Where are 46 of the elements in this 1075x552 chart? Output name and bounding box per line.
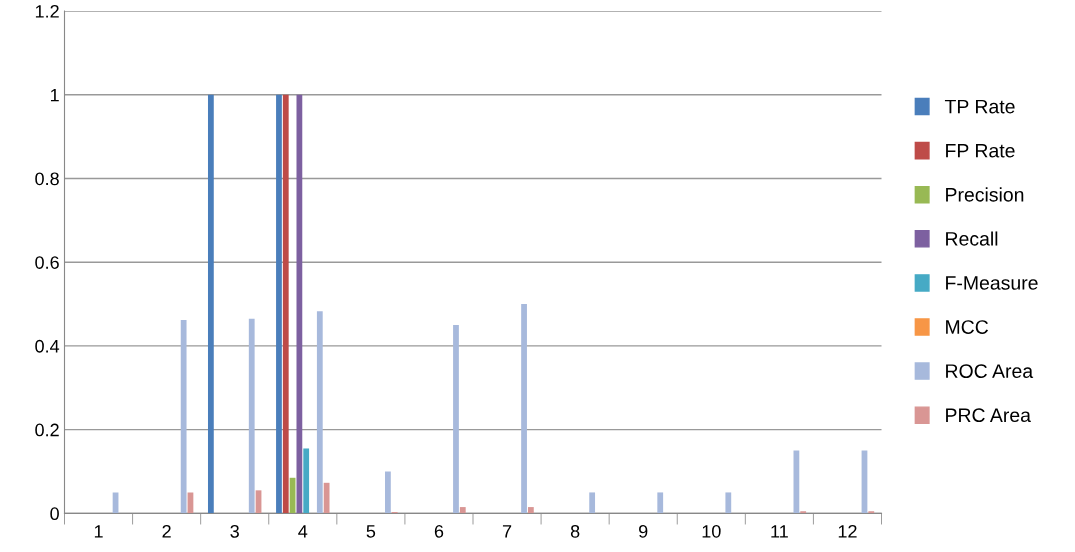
x-tick-label: 5: [366, 525, 376, 538]
bar: [868, 511, 875, 514]
bar: [296, 94, 303, 514]
x-tick-label: 1: [94, 525, 103, 538]
bar: [800, 511, 807, 514]
x-tick-label: 11: [771, 525, 788, 538]
y-tick-label: 0.6: [35, 256, 59, 269]
x-tick-label: 12: [838, 524, 857, 538]
x-tick-label: 6: [434, 524, 444, 538]
x-tick-label: 9: [639, 524, 648, 538]
bar: [657, 492, 664, 514]
bar: [180, 319, 187, 514]
x-tick-label: 2: [162, 524, 171, 538]
legend-label: Precision: [946, 187, 1024, 202]
bar: [276, 94, 282, 514]
bar: [521, 304, 527, 514]
bar: [385, 471, 391, 514]
y-tick-label: 1.2: [35, 4, 59, 18]
legend-label: PRC Area: [946, 408, 1031, 423]
x-tick-label: 8: [570, 524, 580, 538]
bar: [282, 94, 289, 514]
bar: [316, 311, 323, 514]
bar: [453, 324, 459, 514]
x-tick-label: 10: [702, 524, 721, 538]
bar: [725, 492, 732, 514]
y-tick-label: 0.4: [35, 339, 60, 353]
x-tick-label: 7: [502, 525, 512, 538]
bar: [589, 492, 596, 514]
x-tick-label: 3: [230, 524, 239, 538]
bar: [459, 507, 466, 514]
y-tick-label: 0: [50, 507, 59, 521]
legend-label: TP Rate: [944, 99, 1015, 114]
x-tick-label: 4: [298, 525, 308, 538]
legend-label: Recall: [946, 231, 998, 246]
legend-label: FP Rate: [946, 143, 1015, 158]
y-tick-label: 0.8: [35, 172, 59, 186]
y-tick-label: 0.2: [35, 423, 59, 437]
bar: [303, 448, 310, 514]
legend-label: ROC Area: [946, 364, 1034, 378]
legend-label: MCC: [946, 320, 989, 334]
bar: [527, 507, 534, 514]
legend-label: F-Measure: [946, 276, 1038, 290]
bar: [207, 94, 214, 514]
y-tick-label: 1: [50, 88, 59, 102]
bar: [323, 482, 330, 514]
bar: [248, 318, 255, 514]
